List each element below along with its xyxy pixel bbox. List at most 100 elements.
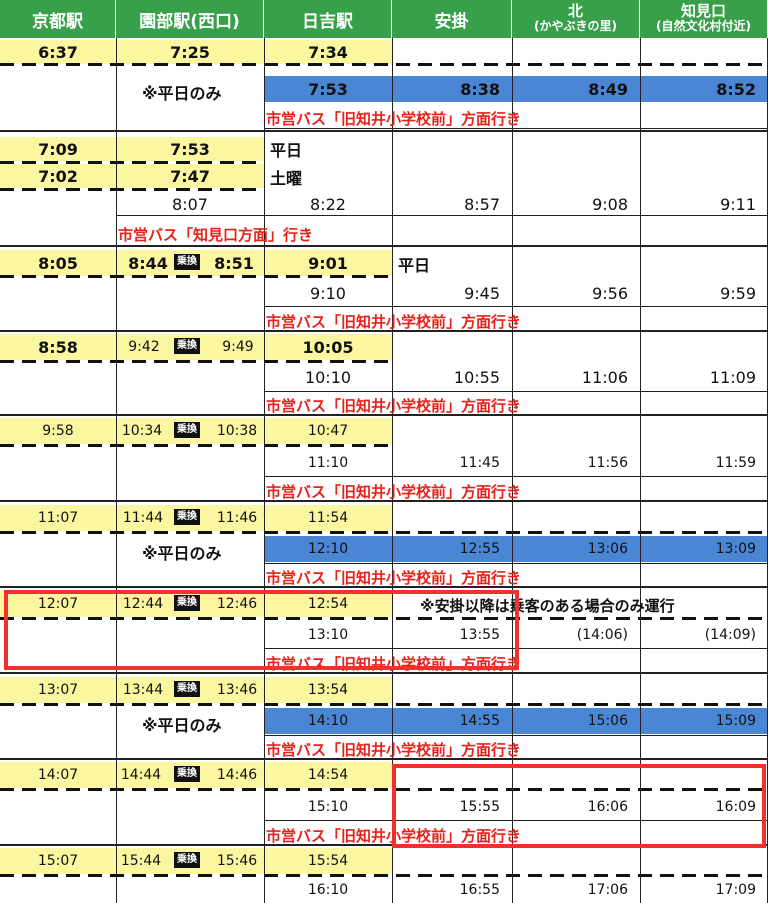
group-separator [0,330,768,332]
time-cell: 11:06 [581,367,628,387]
time-cell: 8:49 [588,79,628,99]
time-cell: 9:49 [222,339,254,355]
time-cell: 15:46 [216,853,258,869]
time-cell: 11:09 [709,367,756,387]
time-cell: 14:44 [120,767,162,783]
row-line [264,563,768,564]
header-sonobe-station: 園部駅(西口) [116,0,264,38]
header-label: 安掛 [434,11,469,32]
row-line [264,128,768,129]
bus-route-note: 市営バス「旧知井小学校前」方面行き [266,397,522,415]
grid-line [512,38,513,903]
dashed-line [0,161,264,164]
time-cell: 16:10 [307,882,349,898]
header-sublabel: (自然文化村付近) [656,19,751,33]
time-cell: 8:05 [38,253,78,273]
transfer-badge: 乗換 [174,681,200,697]
time-cell: 9:42 [128,339,160,355]
transfer-badge: 乗換 [174,509,200,525]
bus-route-note: 市営バス「旧知井小学校前」方面行き [266,110,522,128]
transfer-badge: 乗換 [174,422,200,438]
grid-line [640,38,641,903]
header-kita: 北 (かやぶきの里) [512,0,640,38]
highlight-box [392,764,766,848]
time-cell: 12:46 [216,596,258,612]
group-separator [0,586,768,588]
time-cell: 13:55 [459,627,500,643]
time-cell: (14:09) [704,627,756,643]
time-cell: 8:44 [128,253,168,273]
dashed-line [0,188,264,191]
dashed-line [0,874,768,877]
group-separator [0,672,768,674]
time-cell: 9:11 [720,194,756,214]
time-cell: 11:45 [459,455,500,471]
time-cell: 11:07 [37,510,79,526]
row-line [264,476,768,477]
weekday-only-band [264,708,768,734]
time-cell: 10:05 [302,337,354,357]
time-cell: 17:06 [587,882,628,898]
time-cell: 15:09 [715,713,756,729]
header-label: 園部駅(西口) [139,11,240,32]
time-cell: 7:25 [170,42,210,62]
time-cell: 8:57 [464,194,500,214]
time-cell: 12:55 [459,541,500,557]
time-cell: 10:10 [304,367,352,387]
time-cell: 12:54 [307,596,349,612]
bus-route-note: 市営バス「旧知井小学校前」方面行き [266,569,522,587]
header-chimi-guchi: 知見口 (自然文化村付近) [640,0,768,38]
time-cell: 8:38 [460,79,500,99]
weekday-only-note: ※平日のみ [142,716,222,735]
time-cell: 9:08 [592,194,628,214]
dashed-line [0,788,768,791]
time-cell: 13:44 [122,682,164,698]
bus-route-note: 市営バス「旧知井小学校前」方面行き [266,483,522,501]
dashed-line [0,275,392,278]
day-label: 平日 [270,141,303,160]
time-cell: 9:56 [592,283,628,303]
highlight-row [0,40,392,64]
group-separator [0,130,768,132]
time-cell: 13:06 [587,541,628,557]
header-hiyoshi-station: 日吉駅 [264,0,392,38]
time-cell: 8:52 [716,79,756,99]
time-cell: (14:06) [576,627,628,643]
time-cell: 15:44 [120,853,162,869]
group-separator [0,758,768,760]
time-cell: 9:59 [720,283,756,303]
bus-route-note: 市営バス「旧知井小学校前」方面行き [266,313,522,331]
time-cell: 11:54 [307,510,349,526]
grid-line [116,38,117,903]
dashed-line [0,617,768,620]
time-cell: 13:07 [37,682,79,698]
transfer-badge: 乗換 [174,338,200,354]
time-cell: 12:44 [122,596,164,612]
time-cell: 12:10 [307,541,349,557]
time-cell: 15:10 [307,799,349,815]
time-cell: 14:07 [37,767,79,783]
day-label: 土曜 [270,169,303,188]
header-sublabel: (かやぶきの里) [534,19,617,33]
row-line [264,735,768,736]
time-cell: 14:54 [307,767,349,783]
row-line [264,306,768,307]
transfer-badge: 乗換 [174,595,200,611]
dashed-line [0,63,768,66]
time-cell: 15:54 [307,853,349,869]
time-cell: 15:06 [587,713,628,729]
header-yasukake: 安掛 [392,0,512,38]
time-cell: 9:10 [310,283,346,303]
row-line [116,215,768,216]
highlight-box [4,590,519,670]
time-cell: 14:46 [216,767,258,783]
time-cell: 7:02 [38,166,78,186]
header-label: 京都駅 [32,11,83,32]
highlight-row [0,137,264,161]
time-cell: 13:46 [216,682,258,698]
time-cell: 10:55 [453,367,500,387]
time-cell: 8:22 [310,194,346,214]
bus-route-note: 市営バス「知見口方面」行き [118,226,314,244]
time-cell: 7:53 [170,139,210,159]
